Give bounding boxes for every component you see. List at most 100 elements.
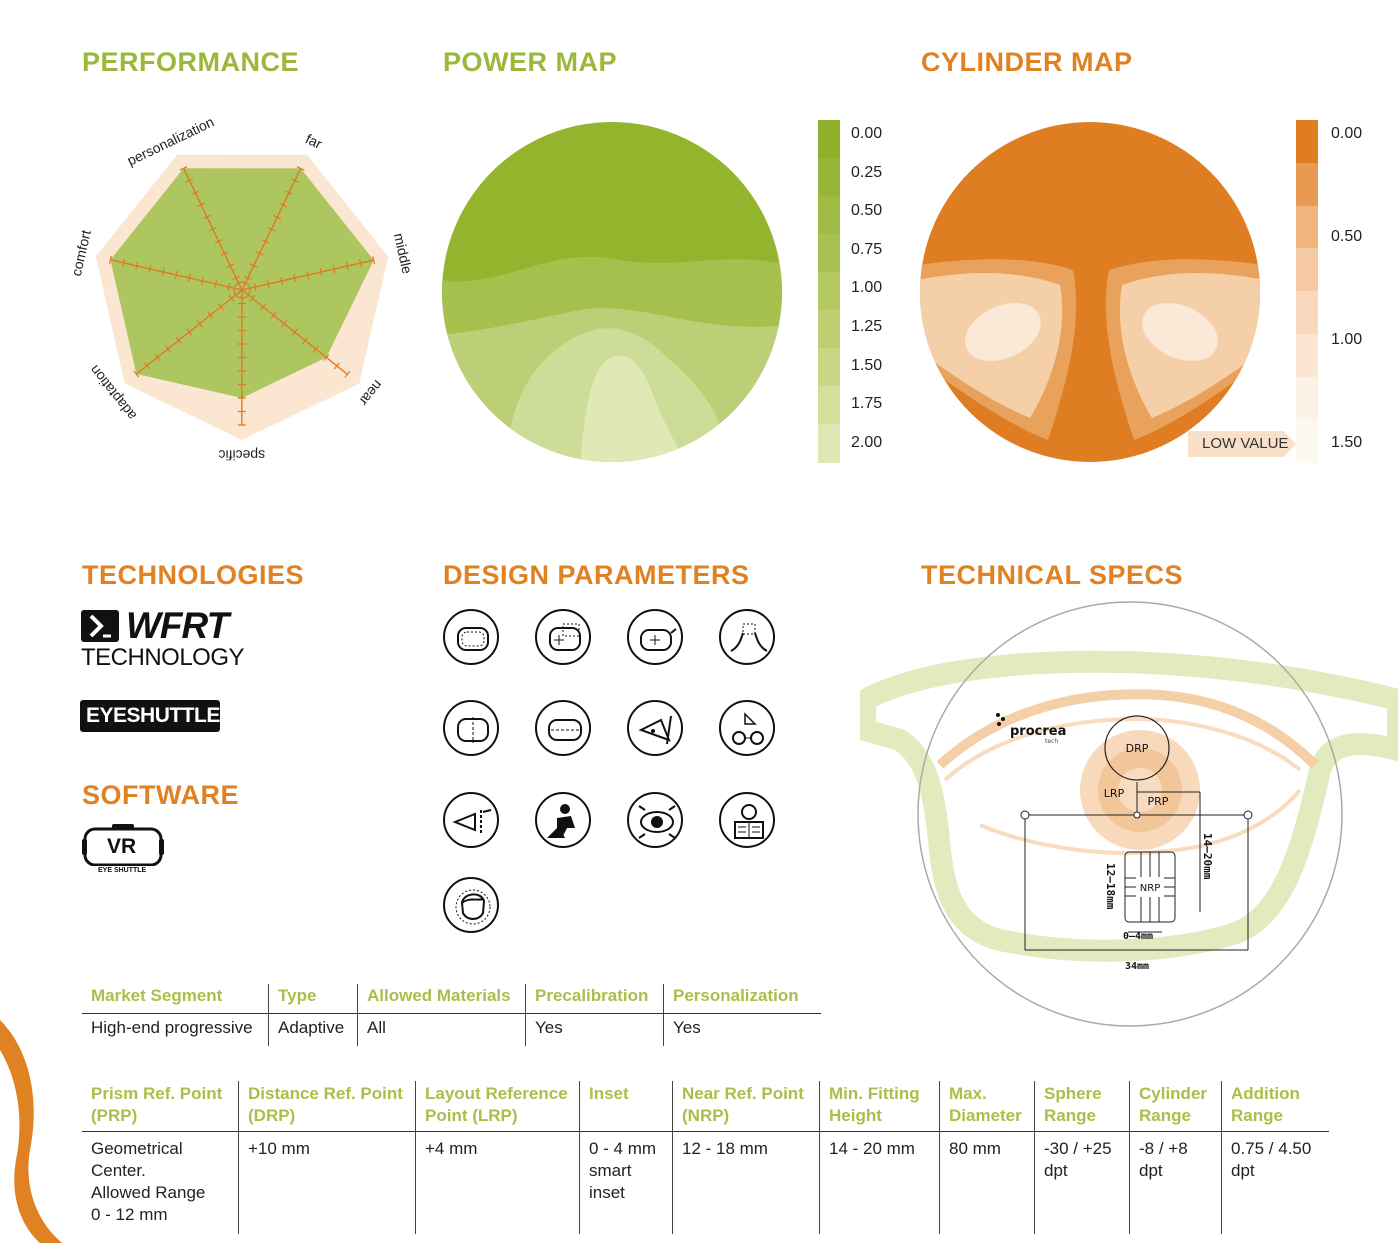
th-line: Min. Fitting xyxy=(829,1084,920,1103)
monocular-frame-icon xyxy=(443,700,499,756)
radar-label-far: far xyxy=(303,130,325,152)
th-line: Sphere xyxy=(1044,1084,1102,1103)
th-line: Diameter xyxy=(949,1106,1022,1125)
radar-tick xyxy=(312,345,319,353)
radar-tick xyxy=(133,370,140,378)
radar-tick xyxy=(266,279,270,289)
cylinder-legend-swatch xyxy=(1296,248,1318,292)
td-technical: +10 mm xyxy=(238,1131,416,1234)
radar-tick xyxy=(332,265,336,274)
table-technical: Prism Ref. Point (PRP) Distance Ref. Point… xyxy=(82,1081,1329,1234)
power-legend-label: 2.00 xyxy=(851,433,883,451)
lrp-label: LRP xyxy=(1104,787,1125,800)
center-marker xyxy=(1133,811,1141,819)
th-technical: Prism Ref. Point (PRP) xyxy=(82,1081,239,1132)
radar-tick xyxy=(323,353,330,361)
th-line: Range xyxy=(1044,1106,1096,1125)
td-technical: 14 - 20 mm xyxy=(819,1131,940,1234)
td-technical: +4 mm xyxy=(415,1131,580,1234)
radar-tick xyxy=(228,294,235,302)
power-map-title: POWER MAP xyxy=(443,47,618,77)
radar-tick xyxy=(290,178,299,183)
pupil-distance-icon xyxy=(627,609,683,665)
radar-tick xyxy=(154,353,161,361)
cylinder-legend-swatch xyxy=(1296,291,1318,335)
cylinder-map-legend-bar xyxy=(1296,120,1318,463)
radar-tick xyxy=(344,370,351,378)
radar-tick xyxy=(261,239,270,244)
height-12-18-label: 12–18mm xyxy=(1104,863,1117,910)
head-rotation-icon xyxy=(443,877,499,933)
th-technical: Min. Fitting Height xyxy=(819,1081,940,1132)
td-line: +10 mm xyxy=(248,1139,310,1158)
td-line: 0.75 / 4.50 xyxy=(1231,1139,1312,1158)
td-technical: 12 - 18 mm xyxy=(672,1131,820,1234)
radar-tick xyxy=(185,178,194,183)
radar-label-middle: middle xyxy=(391,232,416,276)
radar-tick xyxy=(319,268,323,277)
reading-newspaper-icon xyxy=(719,792,775,848)
table-row: Geometrical Center. Allowed Range 0 - 12 mm… xyxy=(82,1131,1329,1235)
radar-data-polygon xyxy=(110,168,374,398)
fitting-cross-icon xyxy=(535,609,591,665)
td-technical: Geometrical Center. Allowed Range 0 - 12 mm xyxy=(82,1132,239,1235)
reading-distance-icon xyxy=(719,700,775,756)
procrea-brand: procrea xyxy=(1010,724,1066,739)
power-legend-swatch xyxy=(818,272,840,311)
cylinder-map-title: CYLINDER MAP xyxy=(921,47,1133,77)
th-line: Addition xyxy=(1231,1084,1300,1103)
td-line: dpt xyxy=(1044,1161,1068,1180)
radar-tick xyxy=(187,273,191,282)
cylinder-legend-swatch xyxy=(1296,419,1318,463)
eye-illustration xyxy=(936,689,1319,856)
radar-tick xyxy=(196,320,203,328)
wfrt-arrow-icon xyxy=(81,610,119,642)
power-legend-label: 0.50 xyxy=(851,202,883,220)
radar-center xyxy=(233,281,251,299)
th-technical: Max. Diameter xyxy=(939,1081,1035,1132)
radar-tick xyxy=(227,282,231,292)
radar-tick xyxy=(306,271,310,280)
work-activity-icon xyxy=(535,792,591,848)
power-map-lens xyxy=(442,122,782,462)
th-line: (DRP) xyxy=(248,1106,296,1125)
power-legend-label: 1.75 xyxy=(851,395,883,413)
cylinder-legend-swatch xyxy=(1296,120,1318,164)
radar-label-specific: specific xyxy=(218,447,265,463)
power-legend-label: 1.00 xyxy=(851,279,883,297)
th-line: (PRP) xyxy=(91,1106,138,1125)
th-technical: Layout Reference Point (LRP) xyxy=(415,1081,580,1132)
radar-tick xyxy=(122,258,126,267)
width-label: 34mm xyxy=(1125,961,1149,972)
nose-bridge-icon xyxy=(719,609,775,665)
radar-tick xyxy=(249,294,256,302)
th-line: Range xyxy=(1139,1106,1191,1125)
low-value-label: LOW VALUE xyxy=(1202,435,1289,452)
radar-tick xyxy=(214,279,218,288)
radar-tick xyxy=(201,276,205,285)
radar-tick xyxy=(291,328,298,336)
td-line: 80 mm xyxy=(949,1139,1001,1158)
radar-tick xyxy=(279,202,287,208)
radar-tick xyxy=(175,336,182,344)
radar-tick xyxy=(293,274,297,283)
td-personalization: Yes xyxy=(663,1013,821,1046)
vr-headset-icon xyxy=(82,824,164,866)
th-personalization: Personalization xyxy=(663,984,821,1014)
power-legend-label: 0.00 xyxy=(851,125,883,142)
vr-label: VR xyxy=(107,835,137,858)
cylinder-legend-swatch xyxy=(1296,333,1318,377)
td-line: dpt xyxy=(1139,1161,1163,1180)
power-legend-swatch xyxy=(818,424,840,463)
radar-tick xyxy=(249,263,258,268)
technical-specs-title: TECHNICAL SPECS xyxy=(921,560,1184,590)
th-line: Point (LRP) xyxy=(425,1106,518,1125)
th-line: Distance Ref. Point xyxy=(248,1084,403,1103)
radar-tick xyxy=(302,337,309,345)
radar-tick xyxy=(214,239,223,244)
power-map-legend-bar xyxy=(818,120,840,463)
radar-tick xyxy=(253,282,257,292)
radar-tick xyxy=(197,202,205,208)
td-line: dpt xyxy=(1231,1161,1255,1180)
procrea-logo: procrea tech xyxy=(996,713,1066,745)
